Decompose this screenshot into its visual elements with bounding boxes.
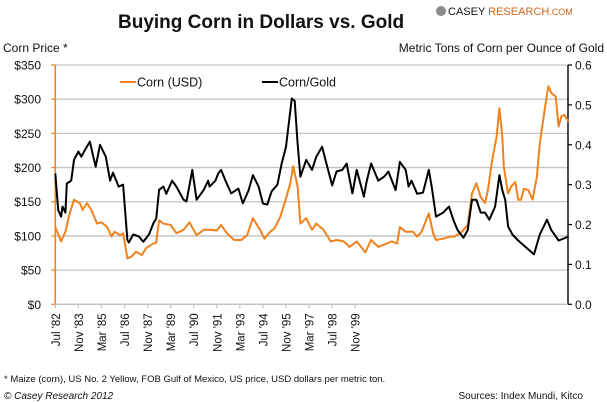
x-tick-label: Jul '82 <box>51 313 63 346</box>
gridlines <box>55 64 568 305</box>
x-tick-label: Jul '86 <box>120 313 132 346</box>
sources: Sources: Index Mundi, Kitco <box>458 391 583 402</box>
right-tick-label: 0.0 <box>575 298 592 312</box>
left-tick-label: $50 <box>21 264 41 278</box>
x-tick-label: Mar '97 <box>305 313 317 351</box>
x-tick-label: Nov '99 <box>351 313 363 352</box>
series-line-corn-usd <box>54 85 570 260</box>
right-tick-label: 0.2 <box>575 218 592 232</box>
left-tick-label: $350 <box>14 59 41 73</box>
chart-title: Buying Corn in Dollars vs. Gold <box>118 12 404 33</box>
x-tick-label: Nov '83 <box>74 313 86 352</box>
left-tick-label: $250 <box>14 127 41 141</box>
logo: Casey Research.com <box>436 6 573 18</box>
x-tick-label: Nov '91 <box>212 313 224 352</box>
footnote: * Maize (corn), US No. 2 Yellow, FOB Gul… <box>4 374 385 385</box>
right-tick-label: 0.1 <box>575 258 592 272</box>
right-tick-label: 0.3 <box>575 178 592 192</box>
x-tick-label: Nov '95 <box>282 313 294 352</box>
x-tick-label: Mar '93 <box>235 313 247 351</box>
axes: $0 $50 $100 $150 $200 $250 $300 $350 0.0 0.1 0.2 0.… <box>14 59 592 352</box>
copyright: © Casey Research 2012 <box>4 391 114 402</box>
legend-label: Corn (USD) <box>137 76 202 90</box>
left-tick-label: $100 <box>14 229 41 243</box>
series-line-corn-gold <box>54 97 570 256</box>
right-tick-label: 0.5 <box>575 98 592 112</box>
left-axis-title: Corn Price * <box>3 41 68 55</box>
left-tick-label: $150 <box>14 195 41 209</box>
legend: Corn (USD) Corn/Gold <box>120 76 336 90</box>
right-axis-title: Metric Tons of Corn per Ounce of Gold <box>399 41 604 55</box>
logo-mark-icon <box>436 6 446 16</box>
legend-label: Corn/Gold <box>279 76 336 90</box>
logo-text: Casey Research.com <box>448 6 573 18</box>
left-tick-label: $300 <box>14 93 41 107</box>
x-tick-label: Mar '85 <box>97 313 109 351</box>
left-tick-label: $200 <box>14 161 41 175</box>
left-tick-label: $0 <box>28 298 42 312</box>
right-tick-label: 0.6 <box>575 59 592 73</box>
x-tick-label: Nov '87 <box>143 313 155 352</box>
x-tick-label: Jul '98 <box>328 313 340 346</box>
x-tick-label: Jul '94 <box>258 313 270 346</box>
series-lines <box>54 85 570 260</box>
x-tick-label: Mar '89 <box>166 313 178 351</box>
x-tick-label: Jul '90 <box>189 313 201 346</box>
right-tick-label: 0.4 <box>575 138 592 152</box>
